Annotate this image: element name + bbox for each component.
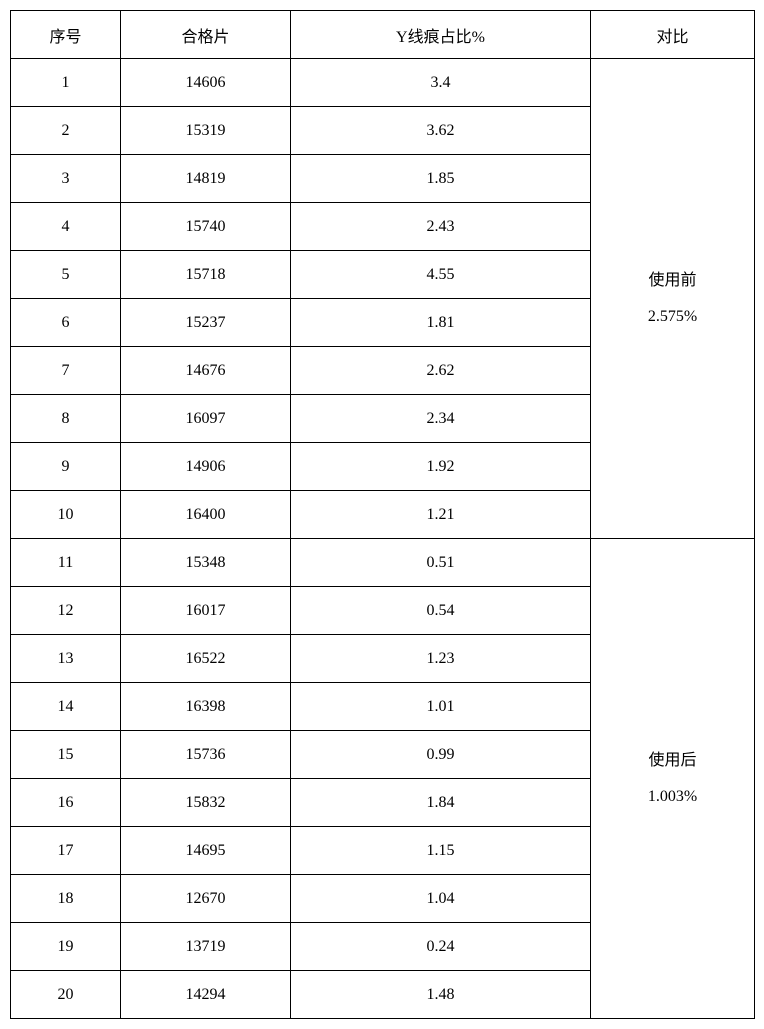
cell-pct: 1.81 (291, 299, 591, 347)
cell-seq: 1 (11, 59, 121, 107)
table-row: 11 15348 0.51 使用后 1.003% (11, 539, 755, 587)
cell-qual: 14906 (121, 443, 291, 491)
cell-qual: 15319 (121, 107, 291, 155)
cell-seq: 20 (11, 971, 121, 1019)
table-row: 1 14606 3.4 使用前 2.575% (11, 59, 755, 107)
cell-seq: 2 (11, 107, 121, 155)
cell-pct: 1.85 (291, 155, 591, 203)
header-qualified: 合格片 (121, 11, 291, 59)
cell-pct: 1.48 (291, 971, 591, 1019)
cell-qual: 14676 (121, 347, 291, 395)
cell-qual: 16017 (121, 587, 291, 635)
cell-pct: 1.15 (291, 827, 591, 875)
cell-qual: 15736 (121, 731, 291, 779)
cell-seq: 7 (11, 347, 121, 395)
cell-pct: 4.55 (291, 251, 591, 299)
cell-qual: 15718 (121, 251, 291, 299)
cell-seq: 6 (11, 299, 121, 347)
cell-seq: 11 (11, 539, 121, 587)
cell-seq: 4 (11, 203, 121, 251)
cell-seq: 17 (11, 827, 121, 875)
cell-pct: 0.24 (291, 923, 591, 971)
cell-pct: 0.54 (291, 587, 591, 635)
cell-pct: 1.01 (291, 683, 591, 731)
cell-seq: 13 (11, 635, 121, 683)
cell-seq: 8 (11, 395, 121, 443)
cell-qual: 16400 (121, 491, 291, 539)
cell-seq: 12 (11, 587, 121, 635)
data-table: 序号 合格片 Y线痕占比% 对比 1 14606 3.4 使用前 2.575% … (10, 10, 755, 1019)
cell-pct: 2.62 (291, 347, 591, 395)
cell-pct: 3.62 (291, 107, 591, 155)
cell-pct: 1.92 (291, 443, 591, 491)
group1-value: 2.575% (592, 299, 753, 334)
cell-pct: 3.4 (291, 59, 591, 107)
cell-pct: 2.43 (291, 203, 591, 251)
header-seq: 序号 (11, 11, 121, 59)
cell-pct: 1.84 (291, 779, 591, 827)
cell-pct: 0.51 (291, 539, 591, 587)
cell-seq: 15 (11, 731, 121, 779)
cell-seq: 19 (11, 923, 121, 971)
cell-qual: 14606 (121, 59, 291, 107)
group2-compare-cell: 使用后 1.003% (591, 539, 755, 1019)
cell-qual: 14695 (121, 827, 291, 875)
cell-pct: 1.21 (291, 491, 591, 539)
cell-qual: 15832 (121, 779, 291, 827)
cell-seq: 10 (11, 491, 121, 539)
cell-pct: 0.99 (291, 731, 591, 779)
cell-qual: 12670 (121, 875, 291, 923)
cell-qual: 13719 (121, 923, 291, 971)
group2-label: 使用后 (592, 743, 753, 778)
cell-qual: 15348 (121, 539, 291, 587)
group1-label: 使用前 (592, 263, 753, 298)
cell-seq: 3 (11, 155, 121, 203)
header-y-pct: Y线痕占比% (291, 11, 591, 59)
cell-pct: 1.23 (291, 635, 591, 683)
cell-seq: 14 (11, 683, 121, 731)
header-compare: 对比 (591, 11, 755, 59)
cell-qual: 16398 (121, 683, 291, 731)
cell-qual: 14819 (121, 155, 291, 203)
cell-qual: 16522 (121, 635, 291, 683)
cell-qual: 14294 (121, 971, 291, 1019)
cell-qual: 15237 (121, 299, 291, 347)
cell-seq: 5 (11, 251, 121, 299)
group1-compare-cell: 使用前 2.575% (591, 59, 755, 539)
table-header-row: 序号 合格片 Y线痕占比% 对比 (11, 11, 755, 59)
cell-pct: 1.04 (291, 875, 591, 923)
cell-seq: 16 (11, 779, 121, 827)
cell-seq: 9 (11, 443, 121, 491)
cell-seq: 18 (11, 875, 121, 923)
cell-qual: 16097 (121, 395, 291, 443)
group2-value: 1.003% (592, 779, 753, 814)
cell-pct: 2.34 (291, 395, 591, 443)
cell-qual: 15740 (121, 203, 291, 251)
